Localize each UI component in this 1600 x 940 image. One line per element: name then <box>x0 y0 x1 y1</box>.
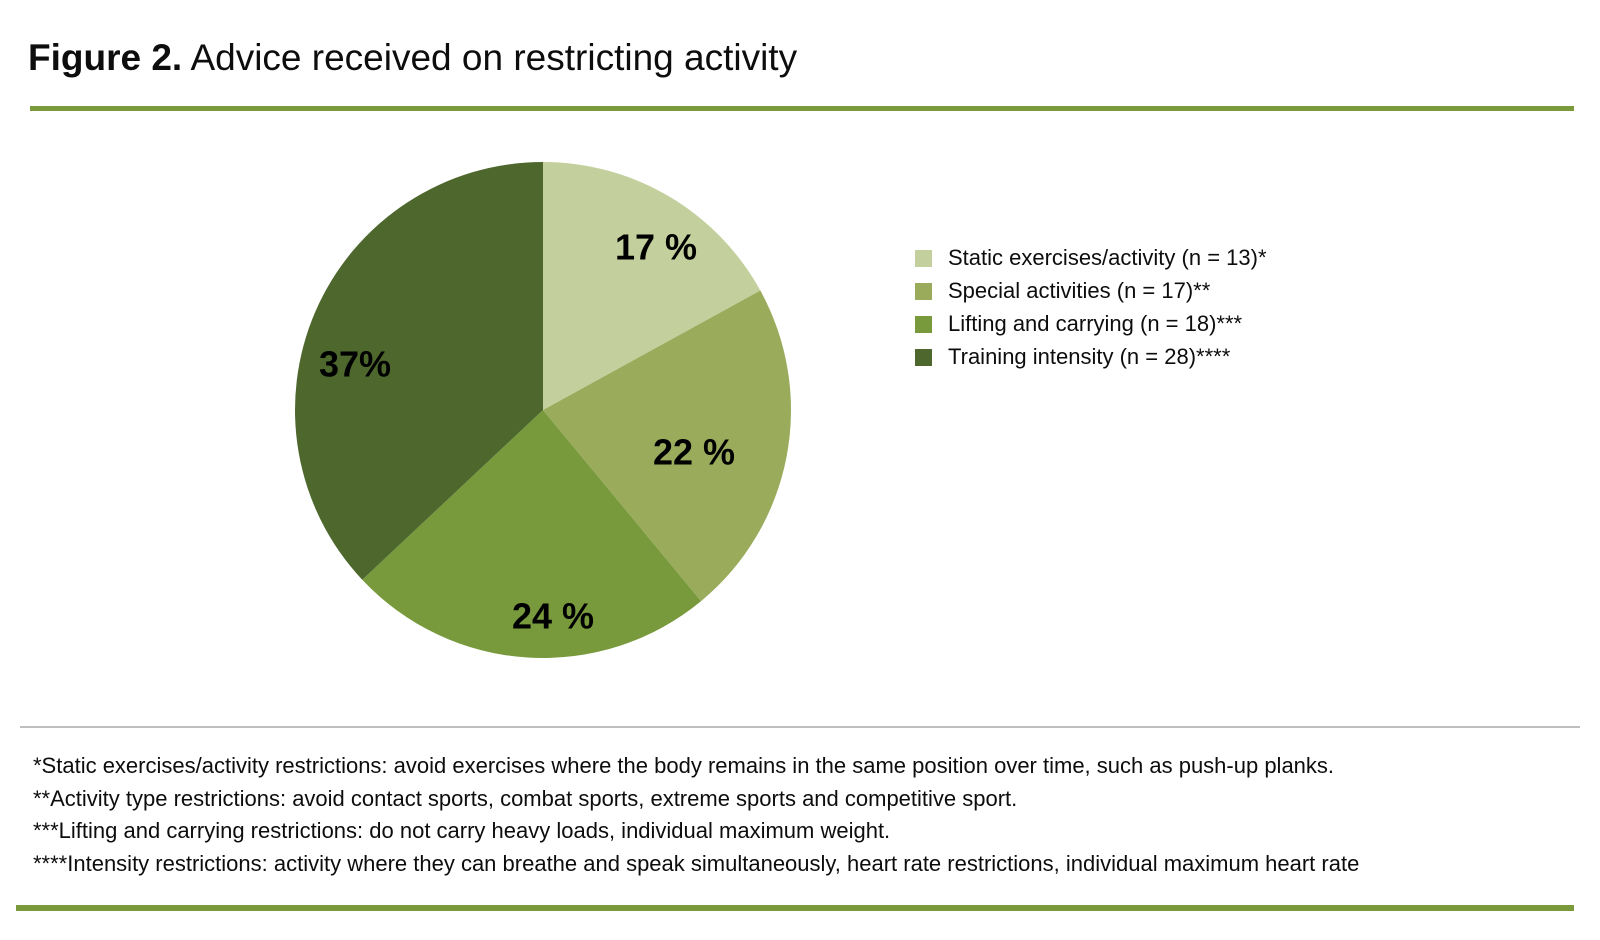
title-underline-rule <box>30 106 1574 111</box>
footnote-line: *Static exercises/activity restrictions:… <box>33 753 1335 778</box>
pie-slice-training-intensity <box>295 162 543 580</box>
pie-slice-special-activities <box>543 290 791 602</box>
pie-percent-label-24: 24 % <box>512 596 594 637</box>
legend-swatch-icon <box>915 315 932 333</box>
legend-label: Training intensity (n = 28)**** <box>948 344 1231 369</box>
figure-title: Figure 2. Advice received on restricting… <box>28 36 797 80</box>
figure-title-text: Advice received on restricting activity <box>182 37 798 78</box>
bottom-accent-rule <box>16 905 1574 911</box>
legend-swatch-icon <box>915 348 932 366</box>
legend: Static exercises/activity (n = 13)* Speci… <box>915 246 1267 369</box>
legend-swatch-icon <box>915 282 932 300</box>
pie-percent-label-37: 37% <box>319 344 391 385</box>
legend-item: Lifting and carrying (n = 18)*** <box>915 312 1267 336</box>
legend-item: Training intensity (n = 28)**** <box>915 345 1267 369</box>
legend-item: Special activities (n = 17)** <box>915 279 1267 303</box>
footnotes: *Static exercises/activity restrictions:… <box>33 750 1578 880</box>
footnote-line: **Activity type restrictions: avoid cont… <box>33 785 1018 811</box>
figure-number-label: Figure 2. <box>28 37 183 78</box>
legend-swatch-icon <box>915 249 932 267</box>
pie-slice-static-exercises-activity <box>543 162 761 410</box>
footnote-separator-line <box>20 726 1580 728</box>
pie-percent-label-17: 17 % <box>615 227 697 268</box>
footnote-line: ***Lifting and carrying restrictions: do… <box>33 818 891 843</box>
legend-label: Special activities (n = 17)** <box>948 278 1211 303</box>
legend-item: Static exercises/activity (n = 13)* <box>915 246 1267 270</box>
pie-slice-lifting-and-carrying <box>362 410 702 659</box>
legend-label: Lifting and carrying (n = 18)*** <box>948 311 1243 336</box>
pie-percent-label-22: 22 % <box>653 432 735 473</box>
footnote-line: ****Intensity restrictions: activity whe… <box>33 850 1360 876</box>
legend-label: Static exercises/activity (n = 13)* <box>948 245 1267 270</box>
